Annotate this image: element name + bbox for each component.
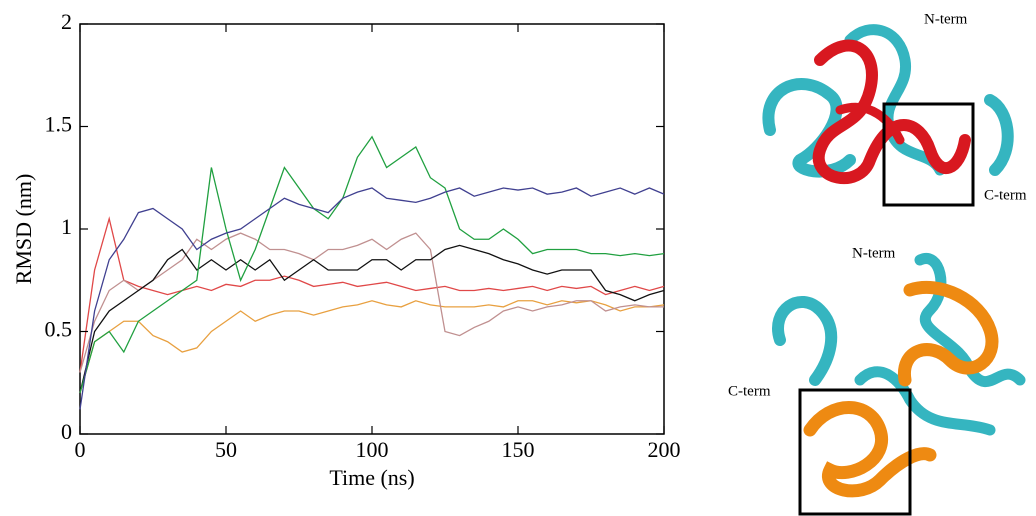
- x-tick-label: 150: [502, 437, 535, 462]
- x-tick-label: 50: [215, 437, 237, 462]
- structure-label: C-term: [728, 383, 771, 399]
- x-tick-label: 100: [356, 437, 389, 462]
- x-axis-label: Time (ns): [329, 465, 414, 490]
- x-tick-label: 0: [75, 437, 86, 462]
- y-tick-label: 2: [61, 9, 72, 34]
- series-line: [79, 135, 665, 394]
- series-line: [79, 232, 664, 373]
- y-tick-label: 1.5: [45, 112, 73, 137]
- structure-top: [762, 24, 1014, 207]
- y-axis-label: RMSD (nm): [11, 174, 36, 285]
- y-tick-label: 0.5: [45, 317, 73, 342]
- structure-label: C-term: [984, 187, 1027, 203]
- plot-frame: [79, 23, 665, 435]
- helix-red: [812, 39, 971, 184]
- helix-cyan: [914, 253, 1026, 388]
- series-line: [79, 187, 665, 410]
- series-line: [79, 244, 665, 394]
- y-tick-label: 0: [61, 419, 72, 444]
- helix-cyan: [772, 296, 838, 386]
- series-line: [79, 300, 665, 394]
- series-line: [79, 216, 665, 373]
- helix-cyan: [844, 24, 946, 176]
- helix-cyan: [762, 78, 856, 178]
- structure-label: N-term: [924, 11, 968, 27]
- helix-orange: [803, 401, 937, 498]
- structure-bottom: [772, 253, 1026, 516]
- highlight-box: [798, 388, 912, 516]
- helix-orange: [898, 280, 999, 387]
- helix-cyan: [984, 94, 1014, 176]
- structure-label: N-term: [852, 245, 896, 261]
- x-tick-label: 200: [648, 437, 681, 462]
- highlight-box: [882, 102, 975, 207]
- y-tick-label: 1: [61, 214, 72, 239]
- helix-red: [835, 102, 905, 145]
